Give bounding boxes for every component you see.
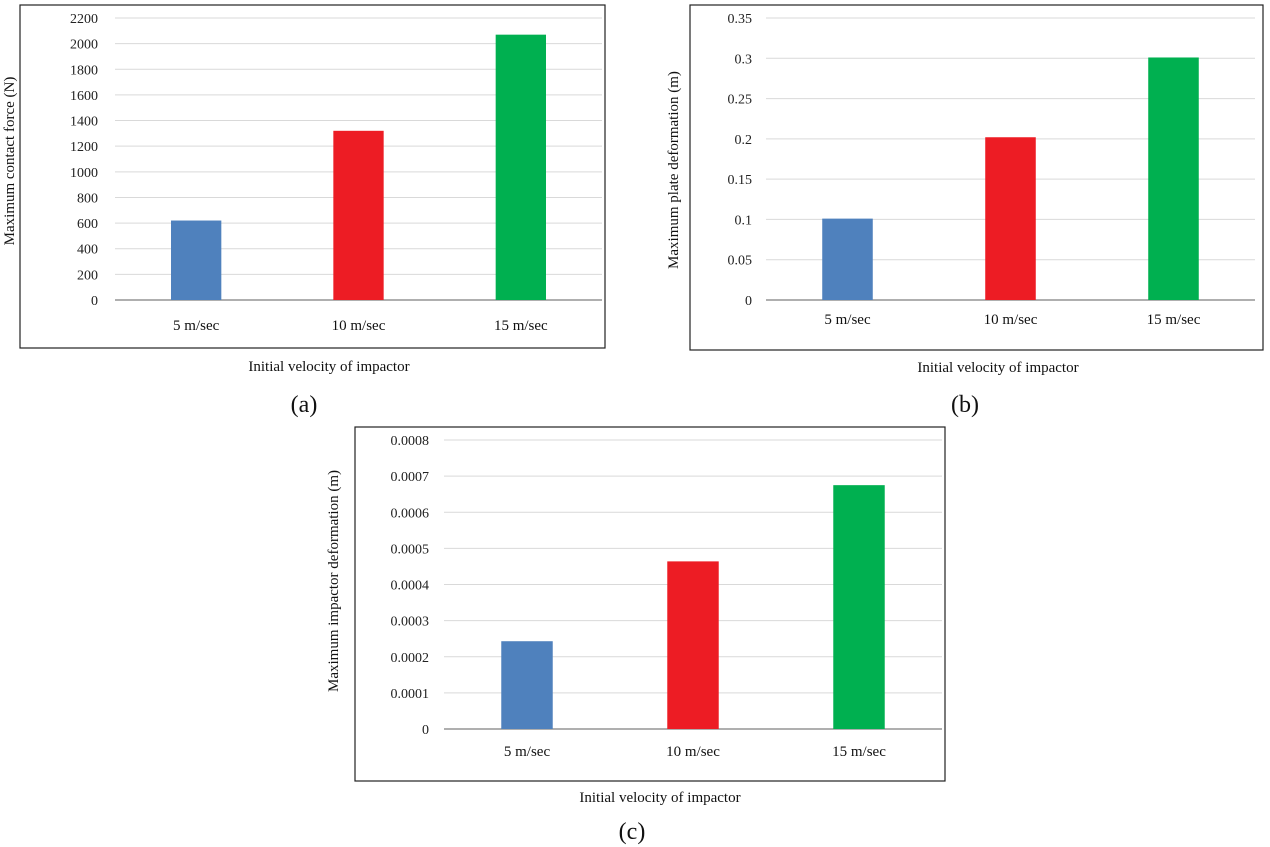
chart-a-bar bbox=[171, 220, 222, 300]
chart-a-ytick-label: 1200 bbox=[70, 140, 98, 155]
chart-c-category-label: 10 m/sec bbox=[666, 744, 720, 760]
chart-b-bar bbox=[1148, 57, 1199, 301]
chart-a-ytick-label: 200 bbox=[77, 268, 98, 283]
chart-b-bars bbox=[822, 57, 1199, 301]
chart-c-bar bbox=[833, 485, 885, 729]
chart-a-ytick-label: 1400 bbox=[70, 115, 98, 130]
chart-b-ytick-label: 0.2 bbox=[735, 133, 753, 148]
chart-c-yticks: 0 0.0001 0.0002 0.0003 0.0004 0.0005 0.0006 0.0… bbox=[391, 434, 430, 738]
chart-b-xticks: 5 m/sec 10 m/sec 15 m/sec bbox=[824, 312, 1200, 328]
chart-a-category-label: 10 m/sec bbox=[332, 318, 386, 334]
chart-c-ylabel: Maximum impactor deformation (m) bbox=[326, 470, 342, 692]
chart-c-panel-label: (c) bbox=[619, 819, 646, 845]
chart-b-xlabel: Initial velocity of impactor bbox=[917, 360, 1078, 376]
chart-a-xticks: 5 m/sec 10 m/sec 15 m/sec bbox=[173, 318, 548, 334]
chart-a-bars bbox=[171, 34, 546, 300]
chart-c-category-label: 15 m/sec bbox=[832, 744, 886, 760]
chart-c-ytick-label: 0.0003 bbox=[391, 615, 430, 630]
chart-b-ytick-label: 0.35 bbox=[728, 12, 753, 27]
chart-a-ytick-label: 1600 bbox=[70, 89, 98, 104]
chart-a: 0 200 400 600 800 1000 1200 1400 1600 1800 2000 220… bbox=[2, 4, 606, 418]
chart-a-ytick-label: 400 bbox=[77, 243, 98, 258]
chart-b-ytick-label: 0.25 bbox=[728, 93, 753, 108]
chart-b-ytick-label: 0.15 bbox=[728, 173, 753, 188]
chart-c-bar bbox=[667, 561, 719, 729]
chart-c-bars bbox=[501, 485, 885, 729]
chart-b-category-label: 15 m/sec bbox=[1147, 312, 1201, 328]
chart-a-ytick-label: 1800 bbox=[70, 63, 98, 78]
chart-c-xticks: 5 m/sec 10 m/sec 15 m/sec bbox=[504, 744, 886, 760]
chart-c-ytick-label: 0.0006 bbox=[391, 506, 430, 521]
chart-c-category-label: 5 m/sec bbox=[504, 744, 551, 760]
chart-a-ytick-label: 1000 bbox=[70, 166, 98, 181]
chart-b-ytick-label: 0 bbox=[745, 294, 752, 309]
chart-c-ytick-label: 0.0001 bbox=[391, 687, 430, 702]
chart-a-panel-label: (a) bbox=[291, 392, 318, 418]
chart-c-ytick-label: 0.0007 bbox=[391, 470, 430, 485]
chart-b-panel-label: (b) bbox=[951, 392, 979, 418]
chart-a-ytick-label: 600 bbox=[77, 217, 98, 232]
chart-a-xlabel: Initial velocity of impactor bbox=[248, 359, 409, 375]
chart-a-ytick-label: 800 bbox=[77, 191, 98, 206]
chart-c: 0 0.0001 0.0002 0.0003 0.0004 0.0005 0.0006 0.0… bbox=[326, 426, 946, 845]
chart-a-bar bbox=[495, 34, 546, 300]
chart-b-ytick-label: 0.3 bbox=[735, 52, 753, 67]
chart-a-ytick-label: 2000 bbox=[70, 38, 98, 53]
chart-c-xlabel: Initial velocity of impactor bbox=[579, 790, 740, 806]
chart-b-bar bbox=[985, 137, 1036, 300]
chart-b-yticks: 0 0.05 0.1 0.15 0.2 0.25 0.3 0.35 bbox=[728, 12, 753, 309]
chart-b: 0 0.05 0.1 0.15 0.2 0.25 0.3 0.35 5 m/sec 10 m/s… bbox=[666, 4, 1264, 418]
chart-c-ytick-label: 0.0005 bbox=[391, 542, 430, 557]
chart-a-category-label: 15 m/sec bbox=[494, 318, 548, 334]
chart-a-ytick-label: 2200 bbox=[70, 12, 98, 27]
chart-c-bar bbox=[501, 641, 553, 729]
chart-a-yticks: 0 200 400 600 800 1000 1200 1400 1600 1800 2000 220… bbox=[70, 12, 98, 309]
chart-a-category-label: 5 m/sec bbox=[173, 318, 220, 334]
chart-a-bar bbox=[333, 130, 384, 300]
chart-a-ytick-label: 0 bbox=[91, 294, 98, 309]
chart-c-ytick-label: 0.0002 bbox=[391, 651, 430, 666]
chart-a-ylabel: Maximum contact force (N) bbox=[2, 77, 18, 246]
chart-c-ytick-label: 0.0004 bbox=[391, 579, 430, 594]
chart-b-bar bbox=[822, 218, 873, 300]
chart-b-ytick-label: 0.1 bbox=[735, 213, 753, 228]
chart-c-ytick-label: 0.0008 bbox=[391, 434, 430, 449]
chart-b-category-label: 10 m/sec bbox=[984, 312, 1038, 328]
chart-b-category-label: 5 m/sec bbox=[824, 312, 871, 328]
chart-c-ytick-label: 0 bbox=[422, 723, 429, 738]
chart-b-ylabel: Maximum plate deformation (m) bbox=[666, 71, 682, 269]
chart-b-ytick-label: 0.05 bbox=[728, 254, 753, 269]
